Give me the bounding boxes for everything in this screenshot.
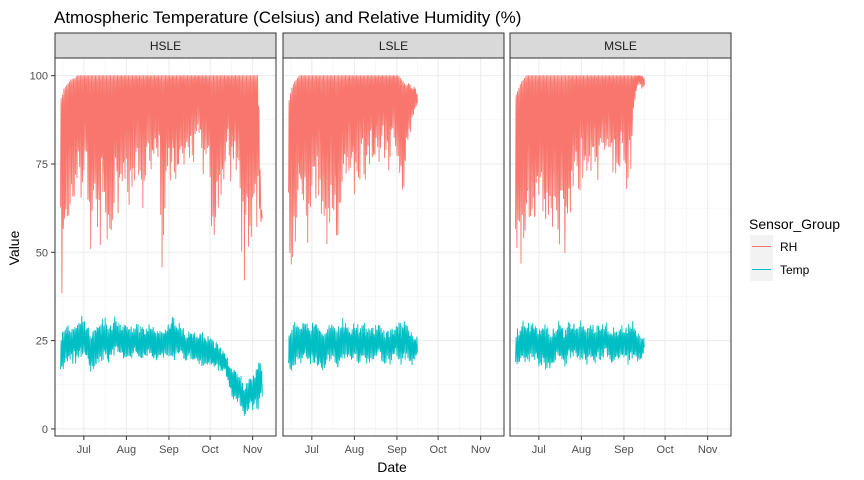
- facet-strip-label: MSLE: [604, 39, 637, 53]
- x-tick-label: Jul: [305, 444, 319, 456]
- panel-hsle: HSLE Jul Aug Sep Oct Nov: [54, 32, 277, 456]
- x-tick-label: Jul: [77, 444, 91, 456]
- x-tick-label: Oct: [657, 444, 674, 456]
- y-tick-label: 0: [42, 424, 48, 436]
- x-tick-label: Aug: [572, 444, 592, 456]
- x-tick-label: Jul: [532, 444, 546, 456]
- x-tick-label: Nov: [698, 444, 718, 456]
- series-line-temp: [288, 317, 418, 371]
- x-tick-label: Aug: [345, 444, 365, 456]
- legend-label-temp: Temp: [780, 263, 810, 277]
- legend-label-rh: RH: [780, 240, 797, 254]
- panel-border: [282, 57, 505, 437]
- x-tick-label: Sep: [159, 444, 179, 456]
- x-tick-label: Oct: [430, 444, 447, 456]
- facet-strip: [54, 32, 277, 59]
- legend: Sensor_Group RH Temp: [749, 216, 840, 281]
- y-tick-label: 25: [36, 336, 48, 348]
- y-tick-label: 100: [30, 71, 48, 83]
- legend-key-temp: [750, 258, 773, 281]
- x-tick-label: Oct: [202, 444, 219, 456]
- x-tick-label: Nov: [243, 444, 263, 456]
- x-tick-label: Aug: [117, 444, 137, 456]
- panel-msle: MSLE Jul Aug Sep Oct Nov: [509, 32, 732, 456]
- x-tick-label: Sep: [387, 444, 407, 456]
- facet-strip-label: HSLE: [150, 39, 181, 53]
- y-tick-label: 50: [36, 247, 48, 259]
- series-line-rh: [288, 75, 418, 265]
- x-tick-label: Sep: [614, 444, 634, 456]
- facet-strip: [509, 32, 732, 59]
- series-line-rh: [60, 75, 263, 294]
- y-tick-label: 75: [36, 159, 48, 171]
- y-axis: 0 25 50 75 100: [30, 71, 55, 436]
- legend-title: Sensor_Group: [749, 216, 840, 232]
- x-tick-label: Nov: [471, 444, 491, 456]
- series-line-rh: [515, 75, 645, 264]
- panel-lsle: LSLE Jul Aug Sep Oct Nov: [282, 32, 505, 456]
- facet-strip-label: LSLE: [379, 39, 408, 53]
- facet-strip: [282, 32, 505, 59]
- legend-key-rh: [750, 235, 773, 258]
- panel-border: [54, 57, 277, 437]
- panel-border: [509, 57, 732, 437]
- chart-title: Atmospheric Temperature (Celsius) and Re…: [54, 8, 521, 27]
- series-line-temp: [60, 315, 263, 416]
- x-axis-title: Date: [377, 459, 407, 475]
- series-line-temp: [515, 320, 645, 370]
- y-axis-title: Value: [6, 230, 22, 265]
